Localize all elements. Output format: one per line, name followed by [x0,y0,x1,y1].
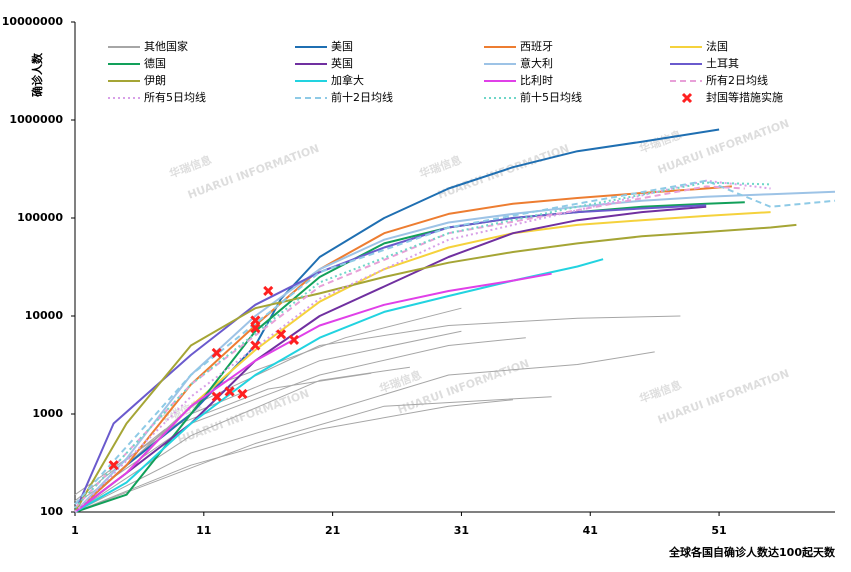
legend-item: 西班牙 [484,40,553,53]
watermark-subtext: HUARUI INFORMATION [396,357,531,417]
x-tick-label: 51 [711,524,726,537]
series-line [74,201,745,513]
watermark-text: 华瑞信息 [417,152,463,180]
series-line [74,190,836,513]
series-line [74,185,745,509]
legend-label: 比利时 [520,74,553,87]
series-line [74,181,771,509]
legend-item: 土耳其 [670,57,739,70]
marker [211,391,222,402]
y-tick-label: 100 [40,505,63,518]
legend-item: 前十2日均线 [295,90,393,104]
y-tick-label: 1000 [32,407,63,420]
series-line [74,179,836,505]
legend-item: 伊朗 [108,74,166,87]
other-country-line [74,351,655,513]
series-line [74,205,707,513]
watermark-text: 华瑞信息 [637,377,683,405]
series-line [74,179,771,513]
legend-label: 其他国家 [144,39,188,53]
marker [108,460,119,471]
marker [237,388,248,400]
y-tick-label: 1000000 [9,113,63,126]
watermark-text: 华瑞信息 [167,152,213,180]
legend-label: 意大利 [520,56,553,70]
marker [250,323,261,334]
legend-item: 英国 [295,56,353,70]
legend-label: 法国 [706,39,728,53]
watermark-subtext: HUARUI INFORMATION [656,367,791,427]
legend-label: 德国 [144,56,166,70]
marker [263,285,274,297]
legend-label: 土耳其 [706,57,739,70]
series-line [74,128,720,513]
marker [250,340,261,351]
other-country-line [74,366,410,513]
other-country-line [74,337,526,505]
legend-item: 封国等措施实施 [681,90,783,104]
legend-item: 法国 [670,39,728,53]
legend-label: 前十5日均线 [520,90,582,104]
legend-item: 所有2日均线 [670,73,768,87]
legend-marker [681,92,693,104]
legend-item: 其他国家 [108,39,188,53]
y-tick-label: 10000 [25,309,64,322]
legend-label: 所有5日均线 [144,90,206,104]
x-tick-label: 21 [325,524,340,537]
series-line [74,223,797,513]
legend-label: 加拿大 [331,73,364,87]
marker [276,329,287,340]
legend-label: 封国等措施实施 [706,90,783,104]
legend-item: 德国 [108,56,166,70]
y-tick-label: 100000 [17,211,63,224]
x-axis-label: 全球各国自确诊人数达100起天数 [668,545,836,559]
other-country-line [74,396,552,513]
marker [211,347,222,358]
legend-item: 比利时 [484,74,553,87]
legend-item: 意大利 [484,56,553,70]
legend-label: 前十2日均线 [331,90,393,104]
x-tick-label: 31 [454,524,469,537]
legend-label: 英国 [331,56,353,70]
legend-label: 伊朗 [144,74,166,87]
watermark-subtext: HUARUI INFORMATION [186,142,321,202]
legend-item: 所有5日均线 [108,90,206,104]
legend-item: 美国 [295,40,353,53]
series-line [74,211,771,513]
legend-item: 前十5日均线 [484,90,582,104]
series-line [74,272,552,513]
x-tick-label: 41 [583,524,598,537]
legend-label: 西班牙 [520,40,553,53]
y-tick-label: 10000000 [2,15,64,28]
marker [288,334,300,345]
series-line [74,258,604,513]
x-tick-label: 1 [71,524,79,537]
marker [250,315,261,326]
series-line [74,315,681,513]
watermark-subtext: HUARUI INFORMATION [656,117,791,177]
legend-label: 美国 [331,40,353,53]
y-axis-label: 确诊人数 [30,52,44,97]
other-country-line [74,399,514,513]
legend-label: 所有2日均线 [706,73,768,87]
watermark-text: 华瑞信息 [377,367,423,395]
watermark-subtext: HUARUI INFORMATION [436,142,571,202]
legend-item: 加拿大 [295,73,364,87]
x-tick-label: 11 [196,524,211,537]
marker [224,386,235,397]
